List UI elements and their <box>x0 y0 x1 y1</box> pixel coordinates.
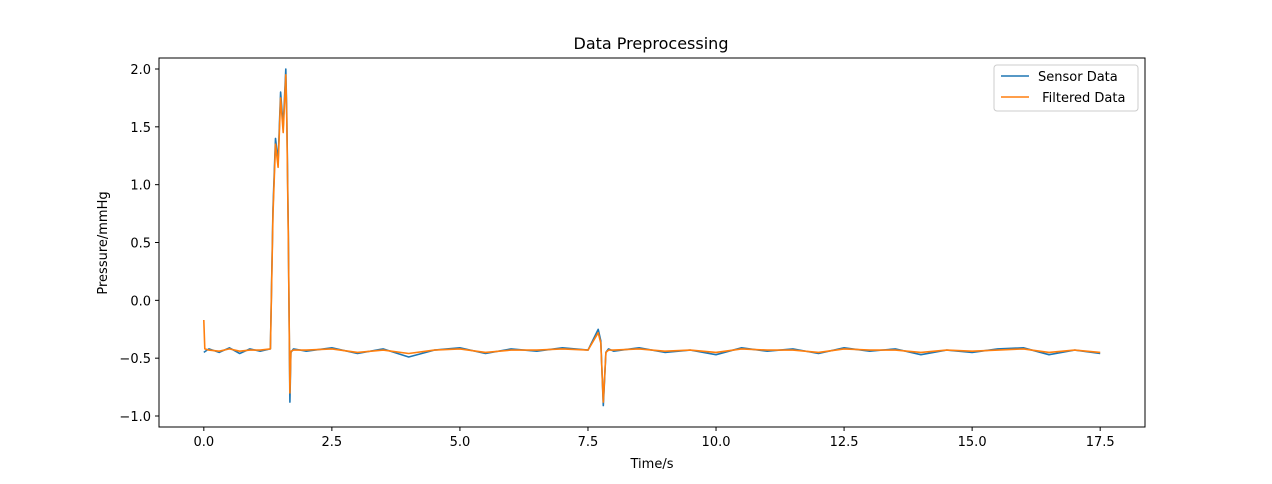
y-tick-label: 1.0 <box>130 179 151 194</box>
plot-frame <box>158 57 1146 428</box>
y-tick-label: −1.0 <box>119 410 151 425</box>
legend: Sensor Data Filtered Data <box>993 64 1139 112</box>
x-tick-label: 10.0 <box>702 435 731 450</box>
series-line-sensor-data <box>203 68 1101 407</box>
x-axis: 0.0 2.5 5.0 7.5 10.0 12.5 15.0 17.5 <box>193 427 1115 450</box>
legend-label-sensor-data: Sensor Data <box>1038 70 1118 85</box>
series-line-filtered-data <box>203 74 1101 403</box>
y-axis: −1.0 −0.5 0.0 0.5 1.0 1.5 2.0 <box>119 63 159 425</box>
x-tick-label: 0.0 <box>193 435 214 450</box>
x-tick-label: 5.0 <box>450 435 471 450</box>
y-axis-label: Pressure/mmHg <box>96 191 111 294</box>
y-tick-label: 1.5 <box>130 121 151 136</box>
y-tick-label: 0.5 <box>130 237 151 252</box>
legend-label-filtered-data: Filtered Data <box>1038 91 1125 106</box>
x-axis-label: Time/s <box>630 457 674 472</box>
y-tick-label: 0.0 <box>130 294 151 309</box>
x-tick-label: 15.0 <box>958 435 987 450</box>
legend-frame <box>993 64 1139 112</box>
x-tick-label: 12.5 <box>830 435 859 450</box>
y-tick-label: −0.5 <box>119 352 151 367</box>
series-layer <box>203 68 1101 407</box>
x-tick-label: 7.5 <box>578 435 599 450</box>
x-tick-label: 2.5 <box>322 435 343 450</box>
chart-title: Data Preprocessing <box>574 34 729 53</box>
x-tick-label: 17.5 <box>1086 435 1115 450</box>
y-tick-label: 2.0 <box>130 63 151 78</box>
